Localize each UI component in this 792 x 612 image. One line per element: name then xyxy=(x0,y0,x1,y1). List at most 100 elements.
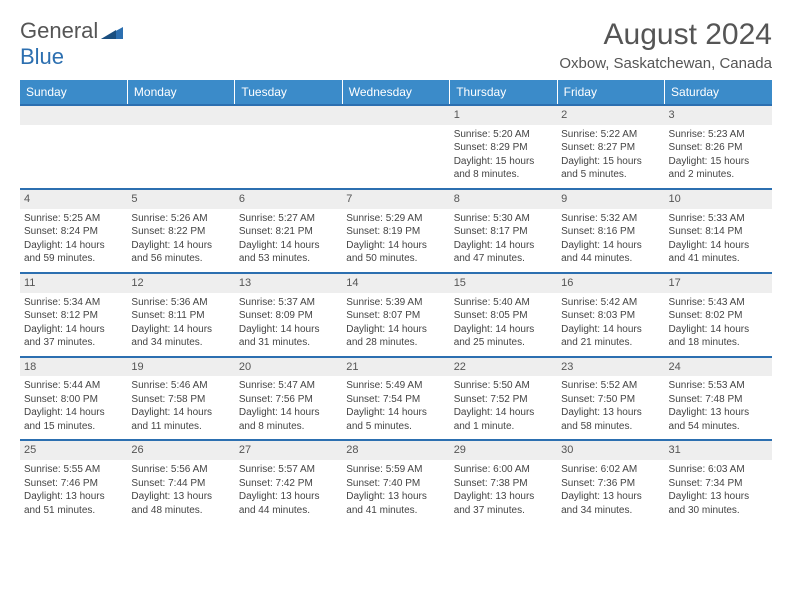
daylight-text: Daylight: 14 hours and 41 minutes. xyxy=(669,239,768,266)
sunset-text: Sunset: 8:27 PM xyxy=(561,141,660,155)
day-number: 27 xyxy=(235,441,342,460)
sunrise-text: Sunrise: 5:22 AM xyxy=(561,128,660,142)
calendar-week-row: 18Sunrise: 5:44 AMSunset: 8:00 PMDayligh… xyxy=(20,357,772,441)
sunrise-text: Sunrise: 5:57 AM xyxy=(239,463,338,477)
daylight-text: Daylight: 14 hours and 31 minutes. xyxy=(239,323,338,350)
sunrise-text: Sunrise: 5:20 AM xyxy=(454,128,553,142)
day-details xyxy=(235,125,342,173)
calendar-cell: 21Sunrise: 5:49 AMSunset: 7:54 PMDayligh… xyxy=(342,357,449,441)
day-number: 2 xyxy=(557,106,664,125)
calendar-cell: 13Sunrise: 5:37 AMSunset: 8:09 PMDayligh… xyxy=(235,273,342,357)
day-number: 13 xyxy=(235,274,342,293)
day-number: 26 xyxy=(127,441,234,460)
sunrise-text: Sunrise: 5:42 AM xyxy=(561,296,660,310)
calendar-cell: 24Sunrise: 5:53 AMSunset: 7:48 PMDayligh… xyxy=(665,357,772,441)
day-details: Sunrise: 5:20 AMSunset: 8:29 PMDaylight:… xyxy=(450,125,557,188)
sunrise-text: Sunrise: 6:03 AM xyxy=(669,463,768,477)
daylight-text: Daylight: 13 hours and 58 minutes. xyxy=(561,406,660,433)
calendar-week-row: 1Sunrise: 5:20 AMSunset: 8:29 PMDaylight… xyxy=(20,105,772,189)
daylight-text: Daylight: 14 hours and 50 minutes. xyxy=(346,239,445,266)
sunset-text: Sunset: 8:00 PM xyxy=(24,393,123,407)
sunset-text: Sunset: 8:05 PM xyxy=(454,309,553,323)
calendar-cell: 14Sunrise: 5:39 AMSunset: 8:07 PMDayligh… xyxy=(342,273,449,357)
calendar-cell: 5Sunrise: 5:26 AMSunset: 8:22 PMDaylight… xyxy=(127,189,234,273)
sunrise-text: Sunrise: 6:00 AM xyxy=(454,463,553,477)
sunrise-text: Sunrise: 5:52 AM xyxy=(561,379,660,393)
day-details: Sunrise: 5:29 AMSunset: 8:19 PMDaylight:… xyxy=(342,209,449,272)
calendar-cell: 8Sunrise: 5:30 AMSunset: 8:17 PMDaylight… xyxy=(450,189,557,273)
daylight-text: Daylight: 15 hours and 5 minutes. xyxy=(561,155,660,182)
day-details: Sunrise: 5:42 AMSunset: 8:03 PMDaylight:… xyxy=(557,293,664,356)
header: GeneralBlue August 2024 Oxbow, Saskatche… xyxy=(20,18,772,72)
logo-text-2: Blue xyxy=(20,44,64,69)
sunrise-text: Sunrise: 5:29 AM xyxy=(346,212,445,226)
calendar-cell: 7Sunrise: 5:29 AMSunset: 8:19 PMDaylight… xyxy=(342,189,449,273)
daylight-text: Daylight: 14 hours and 44 minutes. xyxy=(561,239,660,266)
sunrise-text: Sunrise: 5:50 AM xyxy=(454,379,553,393)
sunset-text: Sunset: 7:34 PM xyxy=(669,477,768,491)
sunset-text: Sunset: 7:40 PM xyxy=(346,477,445,491)
day-number: 21 xyxy=(342,358,449,377)
sunset-text: Sunset: 8:09 PM xyxy=(239,309,338,323)
day-details: Sunrise: 5:57 AMSunset: 7:42 PMDaylight:… xyxy=(235,460,342,523)
day-details: Sunrise: 5:37 AMSunset: 8:09 PMDaylight:… xyxy=(235,293,342,356)
day-details: Sunrise: 5:27 AMSunset: 8:21 PMDaylight:… xyxy=(235,209,342,272)
day-number: 20 xyxy=(235,358,342,377)
day-number: 15 xyxy=(450,274,557,293)
calendar-cell: 23Sunrise: 5:52 AMSunset: 7:50 PMDayligh… xyxy=(557,357,664,441)
day-number: 31 xyxy=(665,441,772,460)
sunset-text: Sunset: 8:19 PM xyxy=(346,225,445,239)
day-details: Sunrise: 5:33 AMSunset: 8:14 PMDaylight:… xyxy=(665,209,772,272)
sunrise-text: Sunrise: 5:49 AM xyxy=(346,379,445,393)
sunrise-text: Sunrise: 5:25 AM xyxy=(24,212,123,226)
day-number xyxy=(127,106,234,125)
day-number: 7 xyxy=(342,190,449,209)
daylight-text: Daylight: 14 hours and 8 minutes. xyxy=(239,406,338,433)
sunset-text: Sunset: 8:03 PM xyxy=(561,309,660,323)
daylight-text: Daylight: 14 hours and 21 minutes. xyxy=(561,323,660,350)
location: Oxbow, Saskatchewan, Canada xyxy=(559,55,772,72)
day-details: Sunrise: 5:36 AMSunset: 8:11 PMDaylight:… xyxy=(127,293,234,356)
day-number: 22 xyxy=(450,358,557,377)
daylight-text: Daylight: 14 hours and 25 minutes. xyxy=(454,323,553,350)
sunrise-text: Sunrise: 6:02 AM xyxy=(561,463,660,477)
day-header: Friday xyxy=(557,80,664,105)
day-number: 28 xyxy=(342,441,449,460)
day-number: 19 xyxy=(127,358,234,377)
day-header: Tuesday xyxy=(235,80,342,105)
day-header: Monday xyxy=(127,80,234,105)
daylight-text: Daylight: 14 hours and 11 minutes. xyxy=(131,406,230,433)
calendar-cell: 12Sunrise: 5:36 AMSunset: 8:11 PMDayligh… xyxy=(127,273,234,357)
day-details: Sunrise: 5:30 AMSunset: 8:17 PMDaylight:… xyxy=(450,209,557,272)
sunrise-text: Sunrise: 5:46 AM xyxy=(131,379,230,393)
sunset-text: Sunset: 8:24 PM xyxy=(24,225,123,239)
daylight-text: Daylight: 13 hours and 34 minutes. xyxy=(561,490,660,517)
sunrise-text: Sunrise: 5:43 AM xyxy=(669,296,768,310)
day-details: Sunrise: 5:39 AMSunset: 8:07 PMDaylight:… xyxy=(342,293,449,356)
calendar-week-row: 4Sunrise: 5:25 AMSunset: 8:24 PMDaylight… xyxy=(20,189,772,273)
calendar-cell: 1Sunrise: 5:20 AMSunset: 8:29 PMDaylight… xyxy=(450,105,557,189)
sunset-text: Sunset: 7:54 PM xyxy=(346,393,445,407)
calendar-cell: 29Sunrise: 6:00 AMSunset: 7:38 PMDayligh… xyxy=(450,440,557,523)
day-header: Sunday xyxy=(20,80,127,105)
calendar-cell: 27Sunrise: 5:57 AMSunset: 7:42 PMDayligh… xyxy=(235,440,342,523)
daylight-text: Daylight: 14 hours and 59 minutes. xyxy=(24,239,123,266)
day-details: Sunrise: 5:56 AMSunset: 7:44 PMDaylight:… xyxy=(127,460,234,523)
sunrise-text: Sunrise: 5:36 AM xyxy=(131,296,230,310)
calendar-body: 1Sunrise: 5:20 AMSunset: 8:29 PMDaylight… xyxy=(20,105,772,523)
day-details: Sunrise: 5:32 AMSunset: 8:16 PMDaylight:… xyxy=(557,209,664,272)
calendar-cell: 16Sunrise: 5:42 AMSunset: 8:03 PMDayligh… xyxy=(557,273,664,357)
sunrise-text: Sunrise: 5:26 AM xyxy=(131,212,230,226)
day-details: Sunrise: 5:59 AMSunset: 7:40 PMDaylight:… xyxy=(342,460,449,523)
day-number xyxy=(20,106,127,125)
sunset-text: Sunset: 7:56 PM xyxy=(239,393,338,407)
daylight-text: Daylight: 14 hours and 47 minutes. xyxy=(454,239,553,266)
daylight-text: Daylight: 14 hours and 37 minutes. xyxy=(24,323,123,350)
calendar-cell: 4Sunrise: 5:25 AMSunset: 8:24 PMDaylight… xyxy=(20,189,127,273)
month-title: August 2024 xyxy=(559,18,772,52)
calendar-cell: 30Sunrise: 6:02 AMSunset: 7:36 PMDayligh… xyxy=(557,440,664,523)
day-details: Sunrise: 6:03 AMSunset: 7:34 PMDaylight:… xyxy=(665,460,772,523)
sunset-text: Sunset: 8:07 PM xyxy=(346,309,445,323)
calendar-cell: 22Sunrise: 5:50 AMSunset: 7:52 PMDayligh… xyxy=(450,357,557,441)
calendar-cell: 10Sunrise: 5:33 AMSunset: 8:14 PMDayligh… xyxy=(665,189,772,273)
